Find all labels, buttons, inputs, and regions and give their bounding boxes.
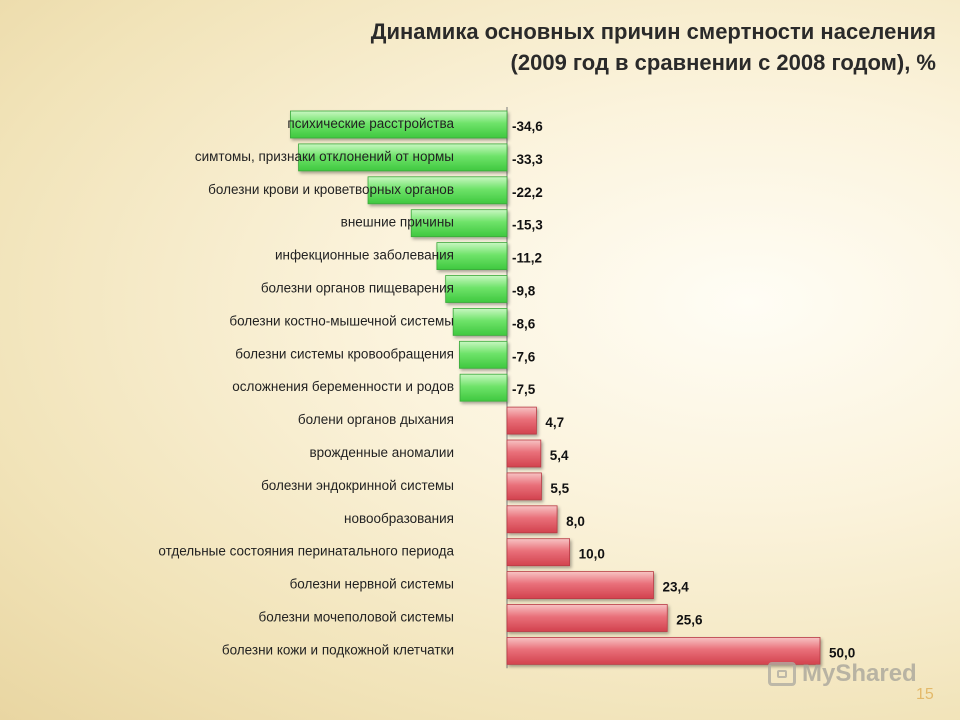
bar <box>506 604 668 632</box>
value-label: 23,4 <box>662 580 689 595</box>
category-label: врожденные аномалии <box>309 445 454 460</box>
category-label: болезни кожи и подкожной клетчатки <box>222 642 454 657</box>
value-label: -33,3 <box>512 152 543 167</box>
bar <box>410 209 508 238</box>
value-label: 5,4 <box>550 448 569 463</box>
category-label: болени органов дыхания <box>298 412 454 427</box>
bar <box>436 242 508 271</box>
value-label: 50,0 <box>829 645 855 660</box>
bar <box>459 373 508 402</box>
category-label: отдельные состояния перинатального перио… <box>158 544 454 559</box>
value-label: -9,8 <box>512 284 536 299</box>
bar <box>452 307 508 336</box>
category-label: новообразования <box>344 511 454 526</box>
bar <box>506 472 542 501</box>
value-label: -22,2 <box>512 185 543 200</box>
watermark: MyShared <box>768 660 917 688</box>
chart-title-line-2: (2009 год в сравнении с 2008 годом), % <box>510 50 936 75</box>
value-label: -8,6 <box>512 316 536 331</box>
category-label: болезни мочеполовой системы <box>259 610 454 625</box>
category-label: осложнения беременности и родов <box>232 379 454 394</box>
category-label: болезни костно-мышечной системы <box>229 313 454 328</box>
value-label: -34,6 <box>512 119 543 134</box>
bar <box>290 110 508 139</box>
category-label: внешние причины <box>341 215 454 230</box>
watermark-text: MyShared <box>802 660 917 687</box>
category-label: психические расстройства <box>287 116 454 131</box>
category-label: симтомы, признаки отклонений от нормы <box>195 149 454 164</box>
value-label: -11,2 <box>512 251 542 266</box>
bar <box>367 176 508 205</box>
category-label: болезни органов пищеварения <box>261 281 454 296</box>
value-label: 25,6 <box>676 613 703 628</box>
value-label: 8,0 <box>566 514 585 529</box>
bar <box>506 637 821 665</box>
category-label: болезни эндокринной системы <box>261 478 454 493</box>
chart-title: Динамика основных причин смертности насе… <box>236 16 936 78</box>
bar <box>506 406 537 435</box>
value-label: -15,3 <box>512 218 543 233</box>
bar <box>506 505 558 534</box>
watermark-icon <box>768 662 796 686</box>
bar <box>298 143 508 172</box>
value-label: 4,7 <box>545 415 564 430</box>
bar <box>445 275 508 303</box>
category-label: болезни системы кровообращения <box>235 346 454 361</box>
value-label: -7,6 <box>512 349 536 364</box>
category-label: болезни нервной системы <box>290 577 454 592</box>
chart-title-line-1: Динамика основных причин смертности насе… <box>370 19 936 44</box>
value-label: -7,5 <box>512 382 536 397</box>
bar <box>506 538 570 567</box>
category-label: инфекционные заболевания <box>275 248 454 263</box>
page-number: 15 <box>916 686 934 703</box>
category-label: болезни крови и кроветворных органов <box>208 182 454 197</box>
value-label: 10,0 <box>579 547 605 562</box>
bar <box>506 439 542 468</box>
bar <box>459 340 508 369</box>
value-label: 5,5 <box>550 481 569 496</box>
bar <box>506 571 654 599</box>
